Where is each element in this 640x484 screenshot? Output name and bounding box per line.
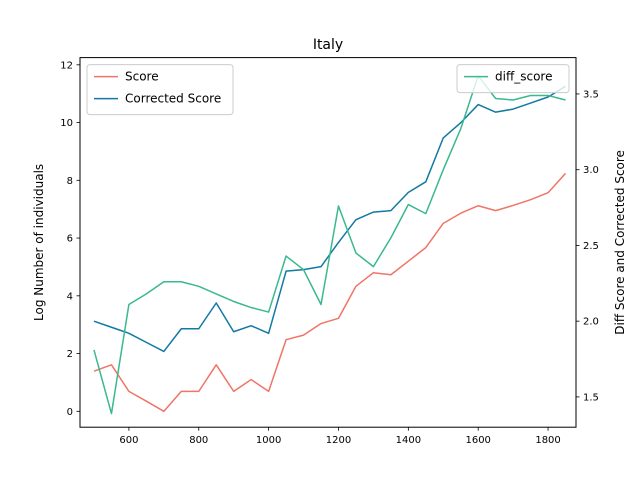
y-left-tick-label: 8 (67, 176, 73, 187)
plot-frame (79, 57, 577, 428)
x-tick-label: 800 (189, 435, 208, 446)
x-tick-label: 600 (119, 435, 138, 446)
y-axis-right-label: Diff Score and Corrected Score (613, 150, 627, 335)
x-tick-label: 1800 (535, 435, 560, 446)
y-left-tick-label: 0 (67, 407, 73, 418)
legend-box (456, 64, 570, 94)
y-left-tick-label: 2 (67, 349, 73, 360)
y-right-tick-label: 1.5 (583, 392, 599, 403)
legend-box (86, 64, 234, 116)
x-tick-label: 1400 (396, 435, 421, 446)
legend-left: Score Corrected Score (86, 64, 234, 116)
y-left-tick-label: 6 (67, 234, 73, 245)
legend-right: diff_score (456, 64, 570, 94)
legend-label-corrected-score: Corrected Score (125, 92, 221, 106)
y-right-tick-label: 2.5 (583, 241, 599, 252)
y-left-tick-label: 12 (60, 60, 73, 71)
x-tick-label: 1600 (465, 435, 490, 446)
chart-title: Italy (313, 37, 343, 53)
legend-label-diff-score: diff_score (495, 70, 552, 84)
y-axis-left-label: Log Number of individuals (32, 164, 46, 321)
y-left-tick-label: 4 (67, 291, 73, 302)
y-right-tick-label: 3.5 (583, 89, 599, 100)
y-right-tick-label: 2.0 (583, 317, 599, 328)
y-left-tick-label: 10 (60, 118, 73, 129)
x-tick-label: 1000 (256, 435, 281, 446)
y-right-tick-label: 3.0 (583, 165, 599, 176)
series-line-score (93, 172, 567, 413)
x-tick-label: 1200 (326, 435, 351, 446)
legend-label-score: Score (125, 70, 159, 84)
